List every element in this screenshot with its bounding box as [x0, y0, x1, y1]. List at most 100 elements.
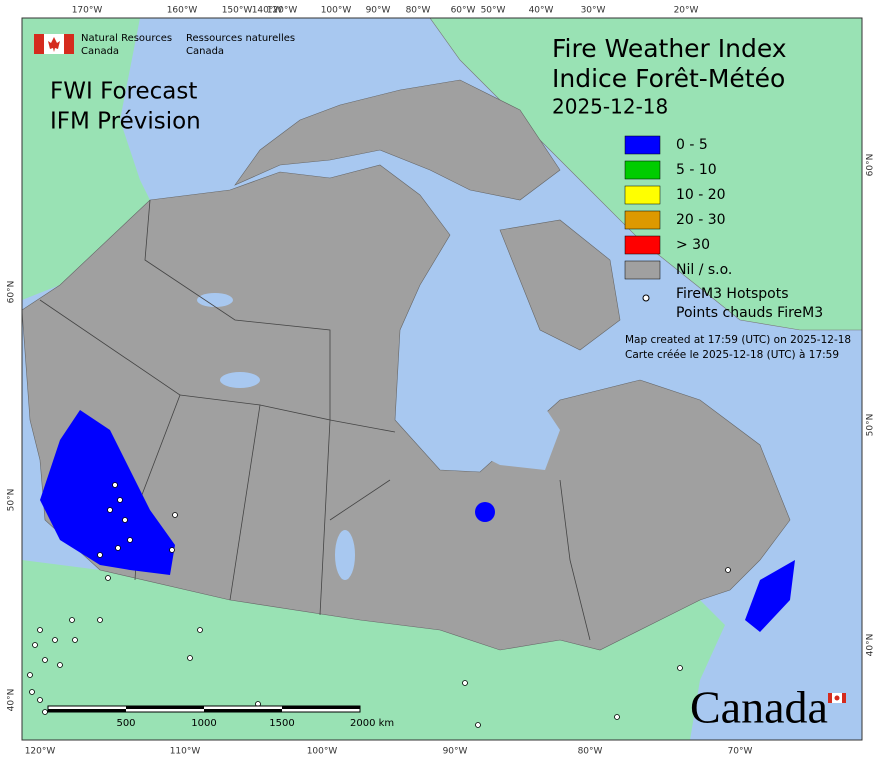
legend-swatch [624, 260, 661, 280]
government-signature: Natural Resources Canada Ressources natu… [34, 33, 295, 57]
department-fr: Canada [186, 46, 224, 57]
flag-band [64, 34, 74, 54]
product-en: FWI Forecast [50, 79, 197, 105]
legend: 0 - 5 5 - 10 10 - 20 20 - 30 > 30 Nil / s.o. [624, 135, 732, 280]
hotspot [97, 617, 103, 623]
legend-swatch [624, 160, 661, 180]
title-en: Fire Weather Index [552, 34, 787, 63]
latitude-label: 60°N [7, 281, 17, 304]
longitude-label: 90°W [443, 747, 468, 757]
map-date: 2025-12-18 [552, 95, 668, 119]
hotspot [27, 672, 33, 678]
hotspots [27, 482, 731, 728]
legend-label: 0 - 5 [676, 137, 708, 153]
hotspot [72, 637, 78, 643]
longitude-label: 30°W [581, 6, 606, 16]
hotspot [117, 497, 123, 503]
hotspot [42, 709, 48, 715]
hotspot [105, 575, 111, 581]
hotspot [115, 545, 121, 551]
longitude-label: 160°W [167, 6, 198, 16]
hotspot [725, 567, 731, 573]
hotspot [122, 517, 128, 523]
longitude-label: 140°W [252, 6, 283, 16]
hotspot-symbol [642, 294, 650, 302]
legend-swatch [624, 235, 661, 255]
scale-bar: 500 1000 1500 2000 km [47, 705, 394, 729]
scale-segment [204, 709, 282, 712]
legend-label: 10 - 20 [676, 187, 726, 203]
latitude-label: 40°N [7, 689, 17, 712]
hotspot [169, 547, 175, 553]
note: Map created at 17:59 (UTC) on 2025-12-18 [625, 334, 851, 346]
longitude-label: 170°W [72, 6, 103, 16]
legend-label: 5 - 10 [676, 162, 717, 178]
longitude-label: 40°W [529, 6, 554, 16]
lake [197, 293, 233, 307]
hotspot-label: FireM3 Hotspots [676, 286, 789, 302]
alaska [22, 18, 150, 300]
latitude-label: 40°N [866, 634, 876, 657]
longitude-label: 120°W [267, 6, 298, 16]
hotspot [37, 697, 43, 703]
border [559, 479, 591, 641]
note: Carte créée le 2025-12-18 (UTC) à 17:59 [625, 349, 839, 361]
hotspot [462, 680, 468, 686]
hotspot [37, 627, 43, 633]
hotspot [57, 662, 63, 668]
hotspot-label: Points chauds FireM3 [676, 305, 823, 321]
hotspot [69, 617, 75, 623]
hotspot [677, 665, 683, 671]
legend-label: Nil / s.o. [676, 262, 732, 278]
longitude-label: 60°W [451, 6, 476, 16]
department-en: Natural Resources [81, 33, 172, 44]
hotspot [42, 657, 48, 663]
hotspot [197, 627, 203, 633]
hotspot [187, 655, 193, 661]
hudson-bay [400, 360, 560, 470]
hotspot [32, 642, 38, 648]
scale-segment [126, 706, 204, 709]
wordmark: Canada [690, 682, 828, 733]
longitude-label: 70°W [728, 747, 753, 757]
hotspot [127, 537, 133, 543]
fwi-area [40, 410, 175, 575]
scale-label: 1500 [269, 718, 294, 729]
legend-swatch [624, 210, 661, 230]
latitude-label: 50°N [7, 489, 17, 512]
longitude-label: 80°W [578, 747, 603, 757]
lake [220, 372, 260, 388]
border [329, 419, 396, 521]
flag-band [34, 34, 44, 54]
legend-swatch [624, 135, 661, 155]
legend-label: > 30 [676, 237, 710, 253]
wordmark-leaf [834, 695, 840, 701]
united-states [22, 560, 725, 740]
department-fr: Ressources naturelles [186, 33, 295, 44]
map-frame [21, 17, 863, 741]
title-fr: Indice Forêt-Météo [552, 64, 785, 93]
border [144, 199, 331, 420]
longitude-label: 90°W [366, 6, 391, 16]
hotspot [614, 714, 620, 720]
longitude-label: 20°W [674, 6, 699, 16]
hotspot [107, 507, 113, 513]
longitude-label: 100°W [307, 747, 338, 757]
product-fr: IFM Prévision [50, 109, 201, 135]
hotspot [29, 689, 35, 695]
arctic-islands [234, 79, 561, 201]
hotspot [172, 512, 178, 518]
hotspot [97, 552, 103, 558]
lake [335, 530, 355, 580]
scale-label: 2000 km [350, 718, 394, 729]
maple-leaf [48, 37, 60, 52]
longitude-label: 150°W [222, 6, 253, 16]
scale-segment [48, 709, 126, 712]
latitude-label: 50°N [866, 414, 876, 437]
legend-label: 20 - 30 [676, 212, 726, 228]
hotspot [112, 482, 118, 488]
scale-label: 1000 [191, 718, 216, 729]
longitude-label: 80°W [406, 6, 431, 16]
